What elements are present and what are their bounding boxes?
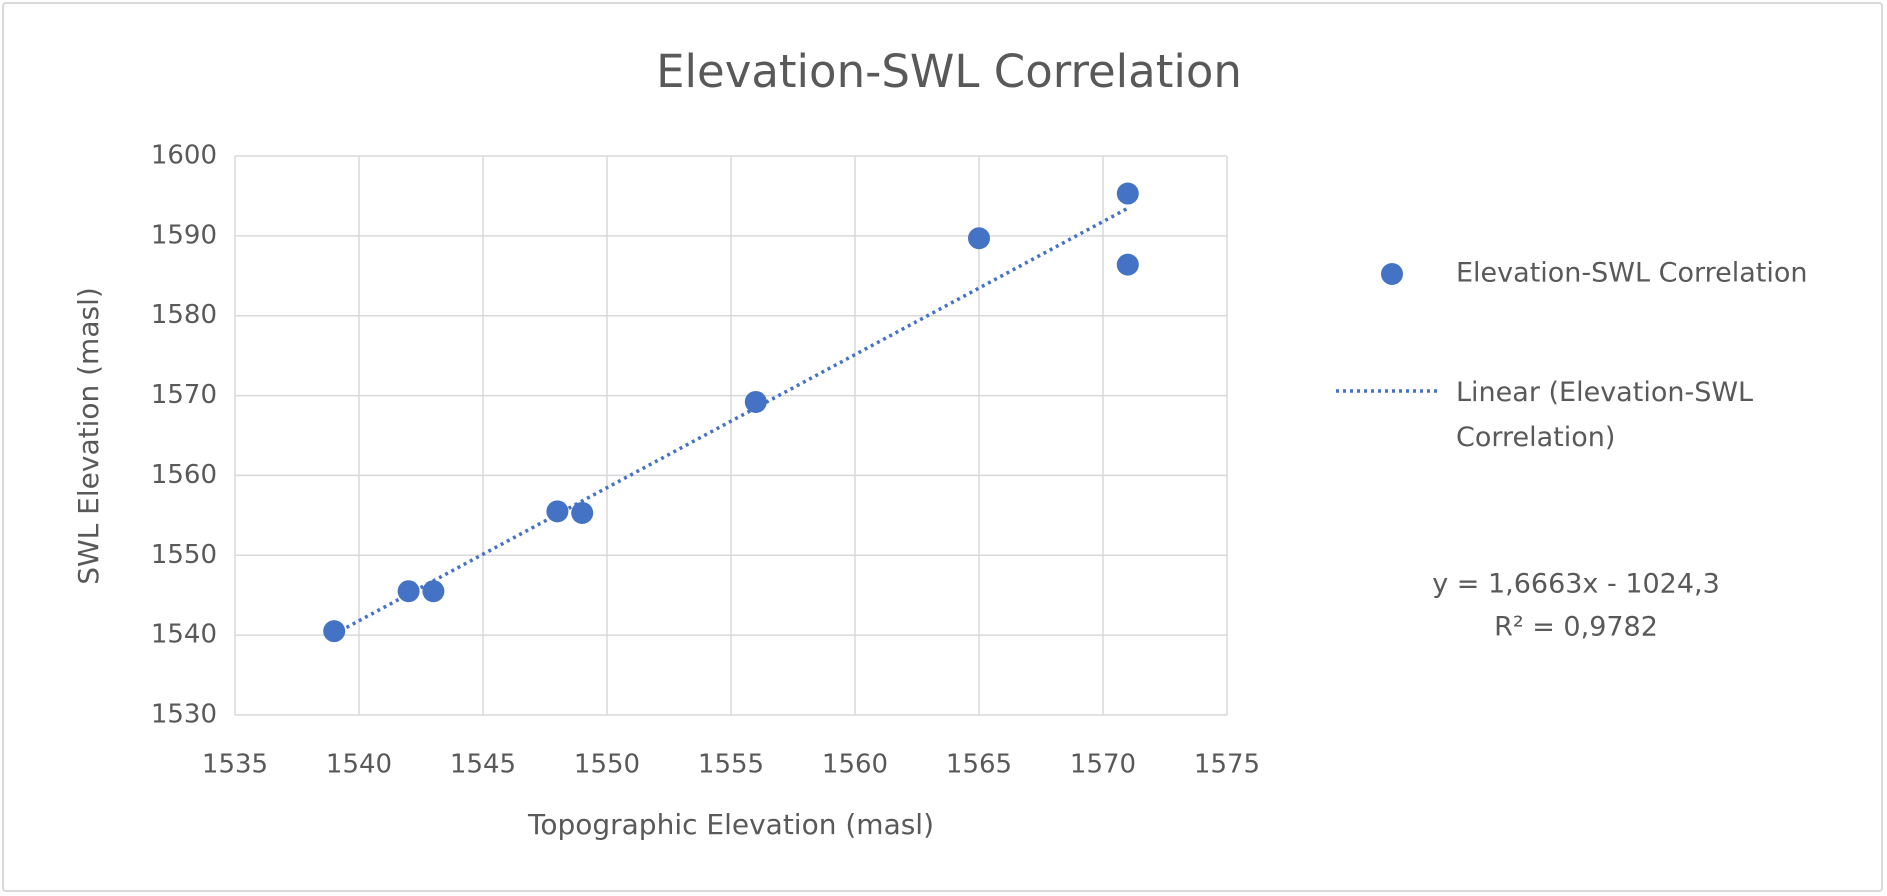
y-axis-title: SWL Elevation (masl) — [72, 287, 105, 585]
trend-equation: y = 1,6663x - 1024,3 — [1432, 569, 1720, 600]
y-tick-label: 1540 — [151, 620, 217, 650]
trendline — [333, 206, 1129, 636]
y-tick-label: 1530 — [151, 700, 217, 730]
point — [968, 227, 990, 250]
x-tick-label: 1555 — [698, 750, 764, 780]
y-tick-label: 1580 — [151, 300, 217, 330]
y-tick-label: 1590 — [151, 220, 217, 250]
x-tick-label: 1550 — [574, 750, 640, 780]
x-tick-label: 1545 — [450, 750, 516, 780]
legend-label: Elevation-SWL Correlation — [1456, 258, 1808, 289]
x-tick-label: 1575 — [1194, 750, 1260, 780]
y-tick-label: 1550 — [151, 540, 217, 570]
x-tick-label: 1560 — [822, 750, 888, 780]
point — [744, 390, 767, 413]
y-tick-label: 1560 — [151, 460, 217, 490]
point — [571, 501, 594, 524]
x-tick-label: 1535 — [202, 750, 268, 780]
x-axis-title: Topographic Elevation (masl) — [527, 808, 934, 841]
y-tick-label: 1600 — [151, 141, 217, 171]
x-tick-label: 1565 — [946, 750, 1012, 780]
point — [1116, 182, 1139, 205]
point — [1116, 253, 1139, 276]
trend-r2: R² = 0,9782 — [1494, 612, 1658, 643]
x-tick-label: 1540 — [326, 750, 392, 780]
point — [323, 620, 346, 643]
legend-marker — [1381, 263, 1403, 285]
trend-legend-label: Linear (Elevation-SWL Correlation) — [1456, 377, 1754, 453]
x-tick-label: 1570 — [1070, 750, 1136, 780]
y-tick-label: 1570 — [151, 380, 217, 410]
point — [422, 580, 445, 603]
chart-title: Elevation-SWL Correlation — [656, 45, 1242, 98]
